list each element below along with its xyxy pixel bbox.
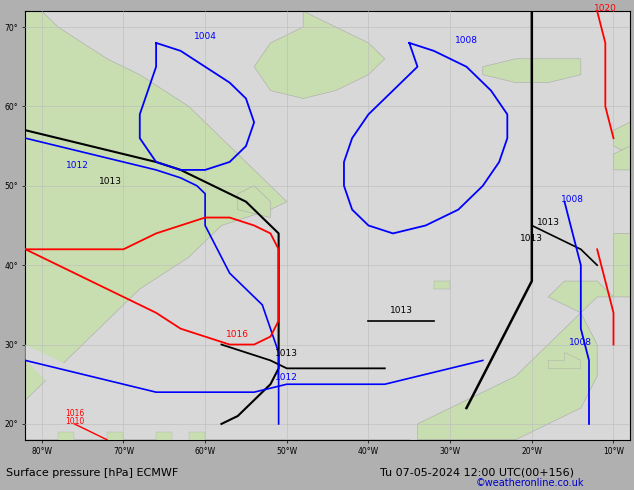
Polygon shape bbox=[254, 11, 385, 98]
Text: 1008: 1008 bbox=[561, 195, 584, 204]
Text: 1013: 1013 bbox=[520, 234, 543, 244]
Text: 1016: 1016 bbox=[226, 330, 249, 339]
Text: 1013: 1013 bbox=[275, 349, 298, 359]
Text: 1012: 1012 bbox=[67, 161, 89, 171]
Polygon shape bbox=[107, 432, 124, 440]
Text: 1020: 1020 bbox=[594, 4, 617, 13]
Polygon shape bbox=[614, 233, 634, 297]
Text: Surface pressure [hPa] ECMWF: Surface pressure [hPa] ECMWF bbox=[6, 468, 179, 478]
Text: 1004: 1004 bbox=[193, 32, 217, 41]
Text: 1013: 1013 bbox=[99, 177, 122, 186]
Polygon shape bbox=[614, 106, 634, 186]
Polygon shape bbox=[434, 281, 450, 289]
Text: Tu 07-05-2024 12:00 UTC(00+156): Tu 07-05-2024 12:00 UTC(00+156) bbox=[380, 468, 574, 478]
Polygon shape bbox=[483, 59, 581, 83]
Polygon shape bbox=[548, 352, 581, 368]
Polygon shape bbox=[238, 186, 271, 218]
Text: 1013: 1013 bbox=[390, 306, 413, 315]
Polygon shape bbox=[189, 432, 205, 440]
Text: 1008: 1008 bbox=[455, 36, 478, 45]
Text: 1012: 1012 bbox=[275, 373, 298, 382]
Polygon shape bbox=[156, 432, 172, 440]
Polygon shape bbox=[25, 344, 205, 440]
Text: 1008: 1008 bbox=[569, 338, 592, 346]
Text: 1013: 1013 bbox=[536, 219, 560, 227]
Text: 1016: 1016 bbox=[65, 409, 84, 418]
Text: 1010: 1010 bbox=[65, 417, 84, 426]
Polygon shape bbox=[25, 440, 410, 490]
Polygon shape bbox=[614, 146, 634, 170]
Polygon shape bbox=[58, 432, 74, 440]
Polygon shape bbox=[25, 11, 287, 400]
Polygon shape bbox=[417, 281, 614, 440]
Text: ©weatheronline.co.uk: ©weatheronline.co.uk bbox=[476, 478, 584, 488]
